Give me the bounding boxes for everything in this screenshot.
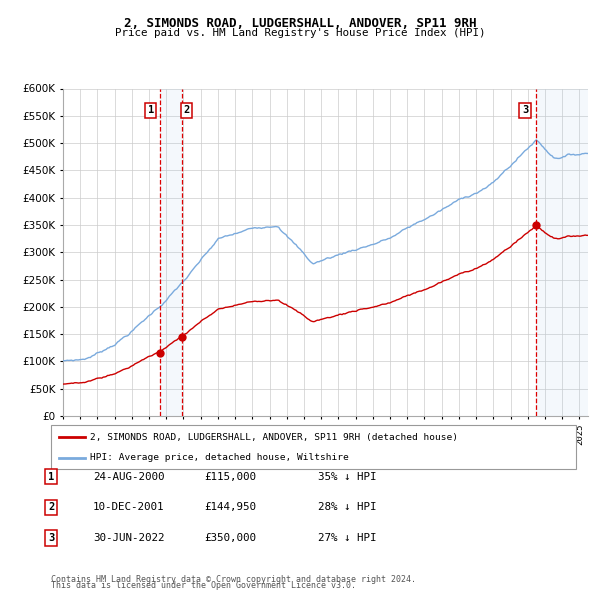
Text: 3: 3 — [48, 533, 54, 543]
Text: 2: 2 — [184, 106, 190, 115]
Text: 2: 2 — [48, 503, 54, 512]
Text: 24-AUG-2000: 24-AUG-2000 — [93, 472, 164, 481]
Text: 35% ↓ HPI: 35% ↓ HPI — [318, 472, 377, 481]
Text: 30-JUN-2022: 30-JUN-2022 — [93, 533, 164, 543]
Text: 1: 1 — [148, 106, 154, 115]
Text: 10-DEC-2001: 10-DEC-2001 — [93, 503, 164, 512]
Text: £144,950: £144,950 — [204, 503, 256, 512]
Text: £115,000: £115,000 — [204, 472, 256, 481]
Text: £350,000: £350,000 — [204, 533, 256, 543]
Text: 1: 1 — [48, 472, 54, 481]
Text: 27% ↓ HPI: 27% ↓ HPI — [318, 533, 377, 543]
Text: 2, SIMONDS ROAD, LUDGERSHALL, ANDOVER, SP11 9RH: 2, SIMONDS ROAD, LUDGERSHALL, ANDOVER, S… — [124, 17, 476, 30]
Text: Contains HM Land Registry data © Crown copyright and database right 2024.: Contains HM Land Registry data © Crown c… — [51, 575, 416, 584]
Text: This data is licensed under the Open Government Licence v3.0.: This data is licensed under the Open Gov… — [51, 581, 356, 590]
Text: 3: 3 — [522, 106, 528, 115]
Text: 2, SIMONDS ROAD, LUDGERSHALL, ANDOVER, SP11 9RH (detached house): 2, SIMONDS ROAD, LUDGERSHALL, ANDOVER, S… — [91, 432, 458, 442]
Text: Price paid vs. HM Land Registry's House Price Index (HPI): Price paid vs. HM Land Registry's House … — [115, 28, 485, 38]
FancyBboxPatch shape — [51, 425, 576, 469]
Text: 28% ↓ HPI: 28% ↓ HPI — [318, 503, 377, 512]
Bar — [160, 88, 182, 416]
Text: HPI: Average price, detached house, Wiltshire: HPI: Average price, detached house, Wilt… — [91, 453, 349, 462]
Bar — [536, 88, 588, 416]
